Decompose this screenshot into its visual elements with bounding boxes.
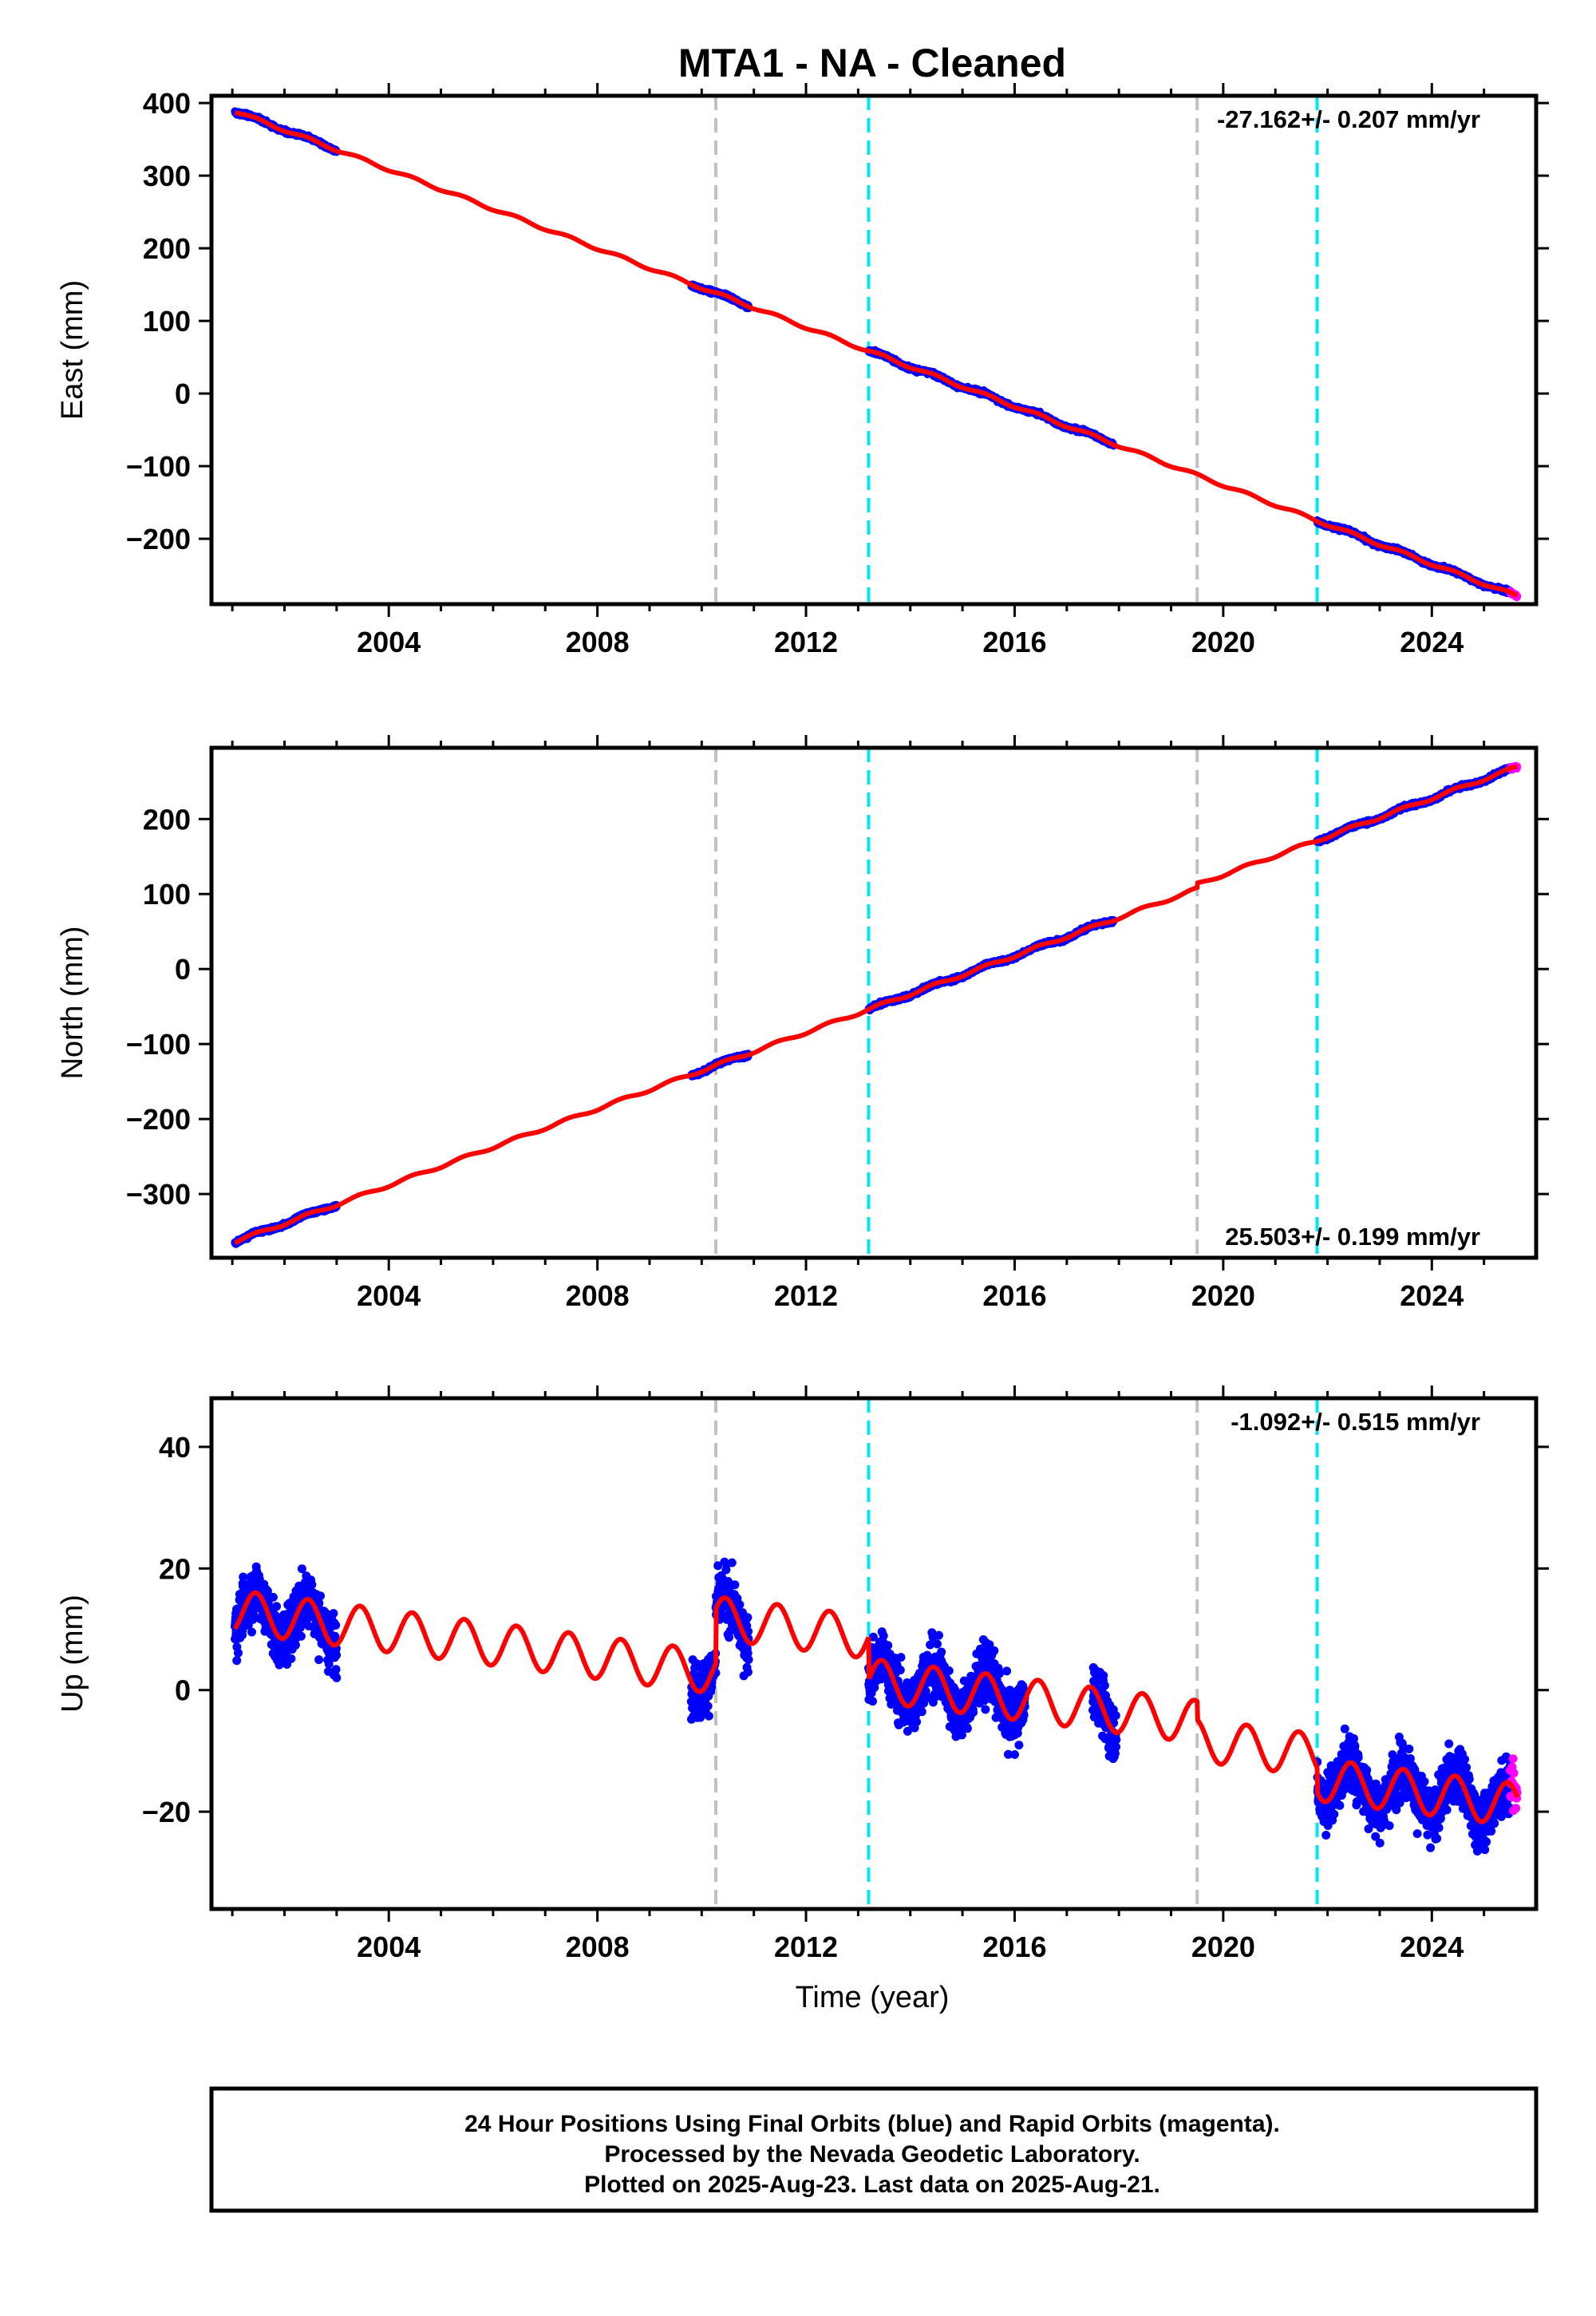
x-tick-label: 2016: [982, 626, 1046, 658]
x-tick-label: 2008: [566, 626, 630, 658]
y-tick-label: 300: [143, 160, 191, 192]
y-tick-label: 100: [143, 305, 191, 338]
y-axis-label: East (mm): [56, 280, 89, 420]
rate-label: -27.162+/- 0.207 mm/yr: [1217, 105, 1480, 133]
x-tick-label: 2024: [1400, 626, 1464, 658]
y-tick-label: 0: [175, 377, 191, 410]
y-tick-label: −200: [126, 523, 191, 555]
y-tick-label: 200: [143, 232, 191, 265]
chart-title: MTA1 - NA - Cleaned: [678, 41, 1066, 85]
x-tick-label: 2012: [774, 626, 838, 658]
y-tick-label: −100: [126, 450, 191, 483]
y-tick-label: 400: [143, 87, 191, 120]
y-axis-label: North (mm): [56, 926, 89, 1079]
panel-east: East (mm) 2004 2008 2012 2016 2020 2024 400 300 2…: [56, 83, 1549, 658]
x-tick-label: 2004: [357, 626, 421, 658]
x-tick-label: 2020: [1191, 626, 1255, 658]
